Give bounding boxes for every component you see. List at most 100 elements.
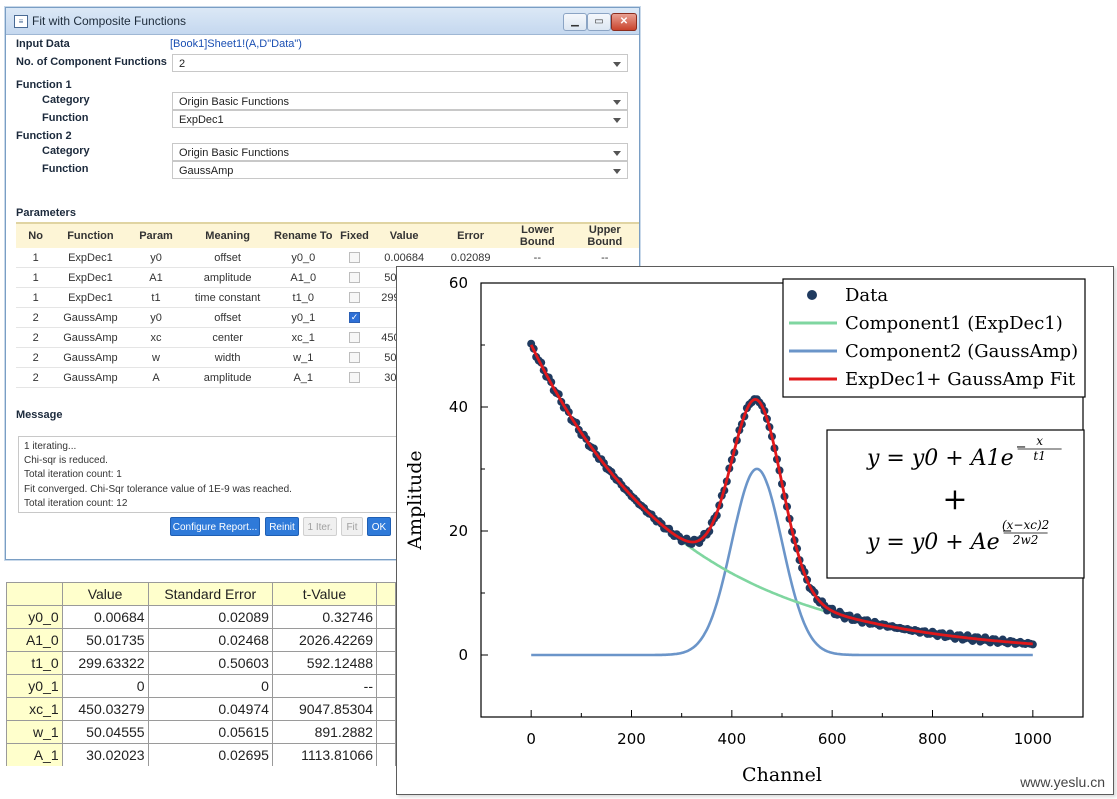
results-cell[interactable]: 0.00684: [61, 605, 149, 629]
results-cell[interactable]: [375, 651, 396, 675]
results-row[interactable]: y0_0 0.00684 0.02089 0.32746: [6, 605, 396, 629]
results-cell[interactable]: 299.63322: [61, 651, 149, 675]
results-row-header[interactable]: y0_0: [6, 605, 63, 629]
param-cell-rename[interactable]: A_1: [268, 367, 338, 388]
param-cell-upper[interactable]: --: [570, 248, 639, 268]
results-row[interactable]: xc_1 450.03279 0.04974 9047.85304: [6, 697, 396, 721]
results-row-header[interactable]: xc_1: [6, 697, 63, 721]
results-cell[interactable]: 0.50603: [147, 651, 273, 675]
results-cell[interactable]: [375, 697, 396, 721]
fixed-checkbox[interactable]: [349, 252, 361, 264]
results-cell[interactable]: 0.02468: [147, 628, 273, 652]
chevron-down-icon: [613, 169, 621, 174]
results-cell[interactable]: 50.01735: [61, 628, 149, 652]
results-cell[interactable]: 0.02695: [147, 743, 273, 766]
param-cell-lower[interactable]: --: [504, 248, 571, 268]
param-row[interactable]: 1 ExpDec1 y0 offset y0_0 0.00684 0.02089 -- --: [16, 248, 639, 268]
num-components-select[interactable]: 2: [172, 54, 628, 72]
param-cell-rename[interactable]: w_1: [268, 347, 338, 368]
component2-line[interactable]: [531, 467, 1033, 657]
results-cell[interactable]: [375, 628, 396, 652]
watermark: www.yeslu.cn: [1020, 774, 1105, 790]
results-row[interactable]: t1_0 299.63322 0.50603 592.12488: [6, 651, 396, 675]
input-data-link[interactable]: [Book1]Sheet1!(A,D"Data"): [170, 38, 302, 50]
results-cell[interactable]: --: [271, 674, 377, 698]
results-row-header[interactable]: t1_0: [6, 651, 63, 675]
fixed-checkbox-checked[interactable]: ✓: [349, 312, 361, 324]
results-column-header[interactable]: [375, 582, 396, 606]
app-icon: ≡: [14, 15, 28, 28]
results-cell[interactable]: 592.12488: [271, 651, 377, 675]
equation-expdec1: y = y0 + A1e: [866, 446, 1014, 471]
results-column-header[interactable]: Standard Error: [147, 582, 273, 606]
function1-category-select[interactable]: Origin Basic Functions: [172, 92, 628, 110]
results-row-header[interactable]: w_1: [6, 720, 63, 744]
results-cell[interactable]: 50.04555: [61, 720, 149, 744]
num-components-value: 2: [179, 58, 186, 70]
results-cell[interactable]: 0.04974: [147, 697, 273, 721]
param-cell-no: 2: [16, 367, 56, 388]
param-cell-rename[interactable]: xc_1: [268, 327, 338, 348]
results-row[interactable]: w_1 50.04555 0.05615 891.2882: [6, 720, 396, 744]
results-column-header[interactable]: Value: [61, 582, 149, 606]
param-cell-function: ExpDec1: [55, 267, 126, 288]
fixed-checkbox[interactable]: [349, 352, 361, 364]
equation-gaussamp-exponent-numerator: (x−xc)2: [1002, 518, 1049, 532]
function1-function-select[interactable]: ExpDec1: [172, 110, 628, 128]
results-cell[interactable]: 0.02089: [147, 605, 273, 629]
function2-function-value: GaussAmp: [179, 165, 234, 177]
minimize-button[interactable]: ▁: [563, 13, 587, 31]
results-cell[interactable]: 450.03279: [61, 697, 149, 721]
results-cell[interactable]: 30.02023: [61, 743, 149, 766]
results-row-header[interactable]: A1_0: [6, 628, 63, 652]
function2-category-select[interactable]: Origin Basic Functions: [172, 143, 628, 161]
one-iter-button[interactable]: 1 Iter.: [303, 517, 337, 536]
results-cell[interactable]: 1113.81066: [271, 743, 377, 766]
reinit-button[interactable]: Reinit: [265, 517, 299, 536]
fit-button[interactable]: Fit: [341, 517, 363, 536]
results-cell[interactable]: 0: [147, 674, 273, 698]
param-cell-value[interactable]: 0.00684: [371, 248, 438, 268]
x-tick-label: 0: [526, 730, 536, 748]
results-cell[interactable]: 9047.85304: [271, 697, 377, 721]
fixed-checkbox[interactable]: [349, 272, 361, 284]
fixed-checkbox[interactable]: [349, 372, 361, 384]
message-line: Fit converged. Chi-Sqr tolerance value o…: [24, 483, 292, 495]
configure-report-button[interactable]: Configure Report...: [170, 517, 260, 536]
results-row-header[interactable]: y0_1: [6, 674, 63, 698]
restore-button[interactable]: ▭: [587, 13, 611, 31]
fixed-checkbox[interactable]: [349, 332, 361, 344]
message-box[interactable]: 1 iterating... Chi-sqr is reduced. Total…: [18, 436, 418, 513]
fixed-checkbox[interactable]: [349, 292, 361, 304]
results-cell[interactable]: [375, 743, 396, 766]
results-cell[interactable]: 2026.42269: [271, 628, 377, 652]
close-button[interactable]: ✕: [611, 13, 637, 31]
fit-line[interactable]: [529, 344, 1033, 646]
results-row-header[interactable]: A_1: [6, 743, 63, 766]
param-cell-rename[interactable]: A1_0: [268, 267, 338, 288]
parameters-table: No Function Param Meaning Rename To Fixed Valu…: [16, 222, 639, 388]
param-cell-rename[interactable]: y0_0: [268, 248, 338, 268]
results-row[interactable]: y0_1 0 0 --: [6, 674, 396, 698]
results-cell[interactable]: [375, 674, 396, 698]
results-cell[interactable]: 0: [61, 674, 149, 698]
param-cell-rename[interactable]: y0_1: [268, 307, 338, 328]
param-cell-meaning: offset: [186, 248, 269, 268]
results-row[interactable]: A1_0 50.01735 0.02468 2026.42269: [6, 628, 396, 652]
results-cell[interactable]: 0.05615: [147, 720, 273, 744]
results-cell[interactable]: [375, 720, 396, 744]
results-cell[interactable]: 0.32746: [271, 605, 377, 629]
results-column-header[interactable]: t-Value: [271, 582, 377, 606]
param-cell-rename[interactable]: t1_0: [268, 287, 338, 308]
function2-function-select[interactable]: GaussAmp: [172, 161, 628, 179]
dialog-titlebar[interactable]: ≡ Fit with Composite Functions ▁ ▭ ✕: [6, 8, 639, 35]
results-row[interactable]: A_1 30.02023 0.02695 1113.81066: [6, 743, 396, 766]
fit-chart[interactable]: 0 200 400 600 800 1000 0 20 40 60 Channel Amplitude…: [397, 267, 1113, 794]
x-axis-label: Channel: [742, 764, 822, 786]
results-cell[interactable]: [375, 605, 396, 629]
ok-button[interactable]: OK: [367, 517, 391, 536]
results-cell[interactable]: 891.2882: [271, 720, 377, 744]
x-tick-label: 1000: [1014, 730, 1052, 748]
param-cell-no: 1: [16, 248, 56, 268]
results-table: Value Standard Error t-Value y0_0 0.00684 0.…: [6, 582, 396, 766]
